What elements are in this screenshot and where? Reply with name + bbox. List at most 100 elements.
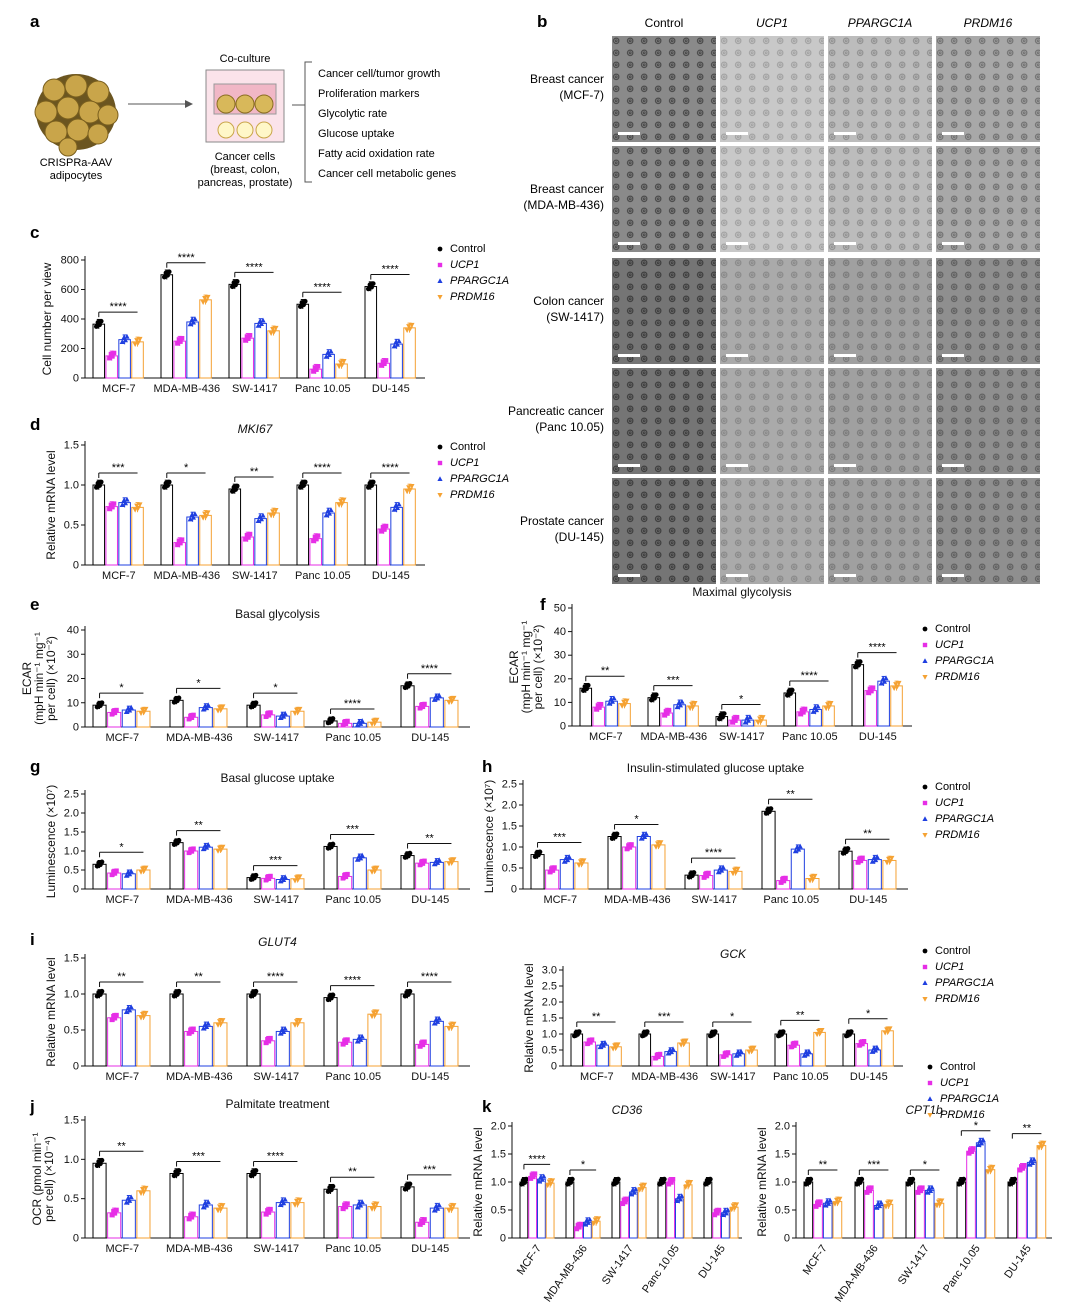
data-point — [874, 1044, 880, 1050]
data-point — [451, 1021, 457, 1027]
data-point — [807, 878, 813, 884]
bar — [774, 1033, 788, 1067]
schematic-panel-a: CRISPRa-AAV adipocytes Co-culture Cancer… — [34, 53, 457, 189]
data-point — [922, 642, 928, 648]
data-point — [215, 1208, 221, 1214]
significance-label: **** — [421, 663, 439, 675]
y-tick-label: 0.5 — [64, 865, 79, 877]
data-point — [683, 1185, 689, 1190]
x-tick-label: Panc 10.05 — [763, 894, 819, 906]
data-point — [641, 1182, 648, 1188]
bar — [611, 1181, 621, 1239]
data-point — [866, 690, 871, 696]
x-tick-label: Panc 10.05 — [640, 1243, 682, 1295]
y-tick-label: 800 — [61, 255, 79, 267]
data-point — [961, 1176, 967, 1182]
data-point — [244, 533, 250, 538]
data-point — [220, 1018, 226, 1023]
significance-label: **** — [110, 301, 128, 313]
data-point — [266, 1039, 272, 1044]
data-point — [597, 1044, 603, 1050]
data-point — [751, 1045, 757, 1051]
data-point — [449, 1206, 455, 1212]
bar — [186, 516, 199, 566]
data-point — [733, 1052, 739, 1058]
y-axis-label: ECAR — [20, 661, 34, 695]
data-point — [354, 1038, 361, 1044]
data-point — [640, 1186, 646, 1191]
data-point — [323, 512, 329, 518]
y-axis-label: per cell) (×10⁻²) — [44, 636, 58, 721]
y-tick-label: 10 — [554, 697, 566, 709]
data-point — [253, 700, 259, 706]
data-point — [730, 720, 735, 725]
bar — [851, 664, 865, 727]
data-point — [860, 855, 865, 861]
chart-title: Maximal glycolysis — [692, 585, 791, 599]
data-point — [372, 1012, 378, 1018]
data-point — [725, 1050, 731, 1055]
data-point — [758, 718, 764, 724]
micrograph-tile — [828, 36, 932, 142]
bar — [657, 1181, 667, 1239]
x-tick-label: MDA-MB-436 — [542, 1243, 590, 1304]
data-point — [896, 680, 902, 686]
data-point — [927, 1188, 934, 1193]
significance-label: * — [273, 682, 278, 694]
data-point — [581, 858, 587, 864]
chart-c: 0 200 400 600 800 Cell number per view MCF-7 **… — [40, 252, 425, 395]
bar — [92, 1162, 107, 1239]
data-point — [255, 518, 261, 523]
data-point — [186, 1216, 191, 1222]
y-axis-label: Relative mRNA level — [522, 963, 536, 1072]
data-point — [576, 863, 582, 868]
x-tick-label: MCF-7 — [105, 732, 139, 744]
data-point — [99, 988, 105, 994]
data-point — [588, 1040, 593, 1045]
data-point — [282, 710, 288, 716]
legend-entry: PPARGC1A — [935, 655, 994, 667]
data-point — [451, 857, 457, 863]
micrograph-row-sublabel: (MCF-7) — [559, 88, 604, 102]
data-point — [253, 872, 259, 878]
y-tick-label: 0 — [73, 1233, 79, 1245]
data-point — [861, 1039, 867, 1044]
y-tick-label: 1.0 — [64, 846, 79, 858]
data-point — [922, 800, 928, 806]
y-tick-label: 1.0 — [502, 842, 517, 854]
data-point — [422, 701, 427, 707]
bar — [864, 1189, 874, 1239]
data-point — [934, 1203, 940, 1209]
data-point — [124, 333, 130, 339]
data-point — [656, 843, 662, 849]
data-point — [813, 1204, 818, 1209]
data-point — [631, 1189, 637, 1195]
data-point — [966, 1151, 971, 1156]
x-tick-label: Panc 10.05 — [325, 894, 381, 906]
data-point — [808, 1176, 814, 1182]
data-point — [111, 1208, 116, 1214]
data-point — [731, 716, 737, 721]
data-point — [927, 1113, 933, 1118]
data-point — [404, 328, 410, 334]
data-point — [729, 1207, 735, 1213]
data-point — [789, 687, 795, 693]
bar — [246, 993, 261, 1067]
data-point — [690, 704, 696, 710]
x-tick-label: MCF-7 — [589, 731, 623, 743]
data-point — [205, 294, 211, 300]
data-point — [721, 1054, 726, 1059]
x-tick-label: MDA-MB-436 — [166, 1071, 233, 1083]
data-point — [420, 861, 426, 866]
data-point — [733, 869, 739, 875]
data-point — [119, 339, 125, 345]
data-point — [600, 1042, 607, 1048]
y-tick-label: 50 — [554, 603, 566, 615]
bar — [121, 1009, 136, 1067]
bar — [864, 690, 877, 727]
legend-entry: PRDM16 — [940, 1109, 986, 1121]
bar — [254, 518, 267, 566]
data-point — [266, 713, 272, 718]
data-point — [437, 444, 443, 450]
micrograph-tile — [936, 36, 1040, 142]
